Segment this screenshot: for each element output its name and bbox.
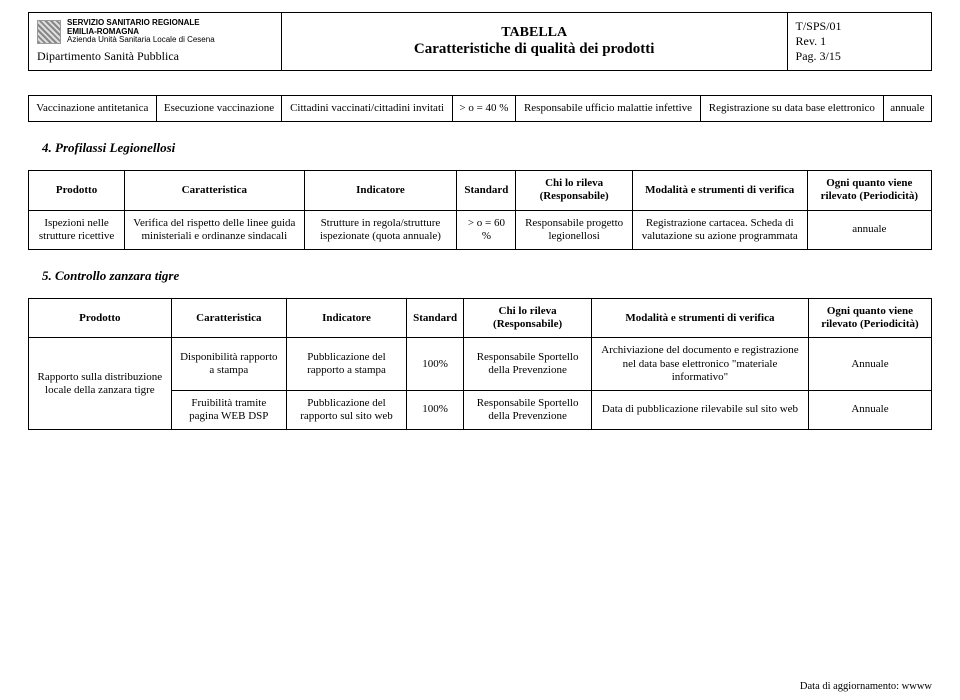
cell-caratteristica: Esecuzione vaccinazione bbox=[156, 96, 282, 122]
cell-modalita: Registrazione su data base elettronico bbox=[700, 96, 883, 122]
org-line3: Azienda Unità Sanitaria Locale di Cesena bbox=[67, 36, 215, 44]
col-caratteristica: Caratteristica bbox=[125, 171, 304, 210]
table-row: Ispezioni nelle strutture ricettive Veri… bbox=[29, 210, 932, 249]
cell-prodotto: Vaccinazione antitetanica bbox=[29, 96, 157, 122]
doc-title-top: TABELLA bbox=[290, 25, 779, 41]
doc-code: T/SPS/01 bbox=[796, 19, 923, 34]
doc-title-bottom: Caratteristiche di qualità dei prodotti bbox=[290, 41, 779, 58]
cell-indicatore: Cittadini vaccinati/cittadini invitati bbox=[282, 96, 452, 122]
cell-modalita: Archiviazione del documento e registrazi… bbox=[592, 338, 809, 391]
col-standard: Standard bbox=[407, 298, 464, 337]
cell-caratteristica: Disponibilità rapporto a stampa bbox=[171, 338, 286, 391]
cell-chi: Responsabile Sportello della Prevenzione bbox=[464, 338, 592, 391]
cell-freq: annuale bbox=[883, 96, 931, 122]
cell-caratteristica: Verifica del rispetto delle linee guida … bbox=[125, 210, 304, 249]
col-modalita: Modalità e strumenti di verifica bbox=[592, 298, 809, 337]
doc-page: Pag. 3/15 bbox=[796, 49, 923, 64]
table-row: Vaccinazione antitetanica Esecuzione vac… bbox=[29, 96, 932, 122]
cell-prodotto: Ispezioni nelle strutture ricettive bbox=[29, 210, 125, 249]
cell-indicatore: Strutture in regola/strutture ispezionat… bbox=[304, 210, 457, 249]
org-logo-icon bbox=[37, 20, 61, 44]
cell-freq: Annuale bbox=[808, 338, 931, 391]
col-modalita: Modalità e strumenti di verifica bbox=[632, 171, 807, 210]
col-prodotto: Prodotto bbox=[29, 298, 172, 337]
cell-indicatore: Pubblicazione del rapporto sul sito web bbox=[286, 390, 406, 429]
table-zanzara: Prodotto Caratteristica Indicatore Stand… bbox=[28, 298, 932, 430]
doc-rev: Rev. 1 bbox=[796, 34, 923, 49]
col-standard: Standard bbox=[457, 171, 516, 210]
cell-chi: Responsabile ufficio malattie infettive bbox=[516, 96, 701, 122]
table-row: Rapporto sulla distribuzione locale dell… bbox=[29, 338, 932, 391]
footer-update-date: Data di aggiornamento: wwww bbox=[800, 681, 932, 692]
header-box: SERVIZIO SANITARIO REGIONALE EMILIA-ROMA… bbox=[28, 12, 932, 71]
cell-standard: > o = 40 % bbox=[452, 96, 515, 122]
department-label: Dipartimento Sanità Pubblica bbox=[37, 49, 273, 64]
cell-chi: Responsabile progetto legionellosi bbox=[516, 210, 632, 249]
cell-standard: 100% bbox=[407, 338, 464, 391]
cell-chi: Responsabile Sportello della Prevenzione bbox=[464, 390, 592, 429]
col-indicatore: Indicatore bbox=[286, 298, 406, 337]
col-chi: Chi lo rileva (Responsabile) bbox=[464, 298, 592, 337]
cell-freq: annuale bbox=[807, 210, 931, 249]
col-freq: Ogni quanto viene rilevato (Periodicità) bbox=[807, 171, 931, 210]
cell-modalita: Data di pubblicazione rilevabile sul sit… bbox=[592, 390, 809, 429]
table-header-row: Prodotto Caratteristica Indicatore Stand… bbox=[29, 171, 932, 210]
cell-standard: 100% bbox=[407, 390, 464, 429]
col-prodotto: Prodotto bbox=[29, 171, 125, 210]
org-logo-block: SERVIZIO SANITARIO REGIONALE EMILIA-ROMA… bbox=[37, 19, 273, 44]
section-heading-5: 5. Controllo zanzara tigre bbox=[42, 268, 932, 284]
col-caratteristica: Caratteristica bbox=[171, 298, 286, 337]
cell-prodotto: Rapporto sulla distribuzione locale dell… bbox=[29, 338, 172, 430]
cell-indicatore: Pubblicazione del rapporto a stampa bbox=[286, 338, 406, 391]
table-legionellosi: Prodotto Caratteristica Indicatore Stand… bbox=[28, 170, 932, 250]
col-freq: Ogni quanto viene rilevato (Periodicità) bbox=[808, 298, 931, 337]
section-heading-4: 4. Profilassi Legionellosi bbox=[42, 140, 932, 156]
cell-freq: Annuale bbox=[808, 390, 931, 429]
cell-modalita: Registrazione cartacea. Scheda di valuta… bbox=[632, 210, 807, 249]
cell-standard: > o = 60 % bbox=[457, 210, 516, 249]
cell-caratteristica: Fruibilità tramite pagina WEB DSP bbox=[171, 390, 286, 429]
col-indicatore: Indicatore bbox=[304, 171, 457, 210]
table-header-row: Prodotto Caratteristica Indicatore Stand… bbox=[29, 298, 932, 337]
col-chi: Chi lo rileva (Responsabile) bbox=[516, 171, 632, 210]
table-continuation: Vaccinazione antitetanica Esecuzione vac… bbox=[28, 95, 932, 122]
